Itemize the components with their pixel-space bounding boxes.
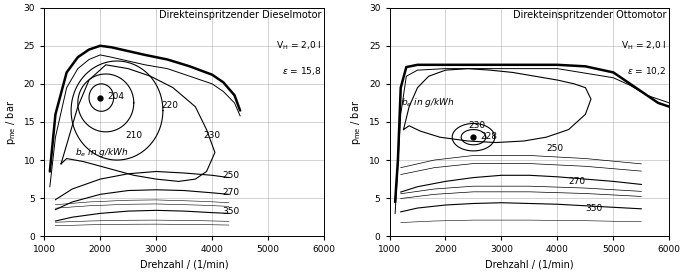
Text: 270: 270 bbox=[222, 188, 239, 197]
X-axis label: Drehzahl / (1/min): Drehzahl / (1/min) bbox=[140, 260, 229, 270]
Text: 230: 230 bbox=[468, 121, 485, 130]
Text: 220: 220 bbox=[162, 101, 179, 110]
Text: $\varepsilon$ = 10,2: $\varepsilon$ = 10,2 bbox=[627, 65, 667, 77]
Text: $\varepsilon$ = 15,8: $\varepsilon$ = 15,8 bbox=[282, 65, 321, 77]
Text: 228: 228 bbox=[480, 132, 497, 141]
Text: 204: 204 bbox=[107, 92, 124, 101]
Text: 250: 250 bbox=[546, 144, 563, 153]
X-axis label: Drehzahl / (1/min): Drehzahl / (1/min) bbox=[485, 260, 574, 270]
Y-axis label: p$_\mathrm{me}$ / bar: p$_\mathrm{me}$ / bar bbox=[349, 99, 364, 144]
Text: 270: 270 bbox=[569, 177, 586, 186]
Text: $b_e$ in g/kWh: $b_e$ in g/kWh bbox=[75, 146, 129, 159]
Text: V$_\mathrm{H}$ = 2,0 l: V$_\mathrm{H}$ = 2,0 l bbox=[621, 40, 667, 52]
Text: 350: 350 bbox=[222, 207, 240, 216]
Text: Direkteinspritzender Dieselmotor: Direkteinspritzender Dieselmotor bbox=[159, 10, 321, 20]
Text: 230: 230 bbox=[203, 131, 221, 140]
Text: 350: 350 bbox=[586, 204, 603, 213]
Text: $b_e$ in g/kWh: $b_e$ in g/kWh bbox=[401, 96, 454, 109]
Text: V$_\mathrm{H}$ = 2,0 l: V$_\mathrm{H}$ = 2,0 l bbox=[276, 40, 321, 52]
Y-axis label: p$_\mathrm{me}$ / bar: p$_\mathrm{me}$ / bar bbox=[4, 99, 18, 144]
Text: 250: 250 bbox=[222, 171, 239, 180]
Text: 210: 210 bbox=[125, 131, 142, 140]
Text: Direkteinspritzender Ottomotor: Direkteinspritzender Ottomotor bbox=[513, 10, 667, 20]
